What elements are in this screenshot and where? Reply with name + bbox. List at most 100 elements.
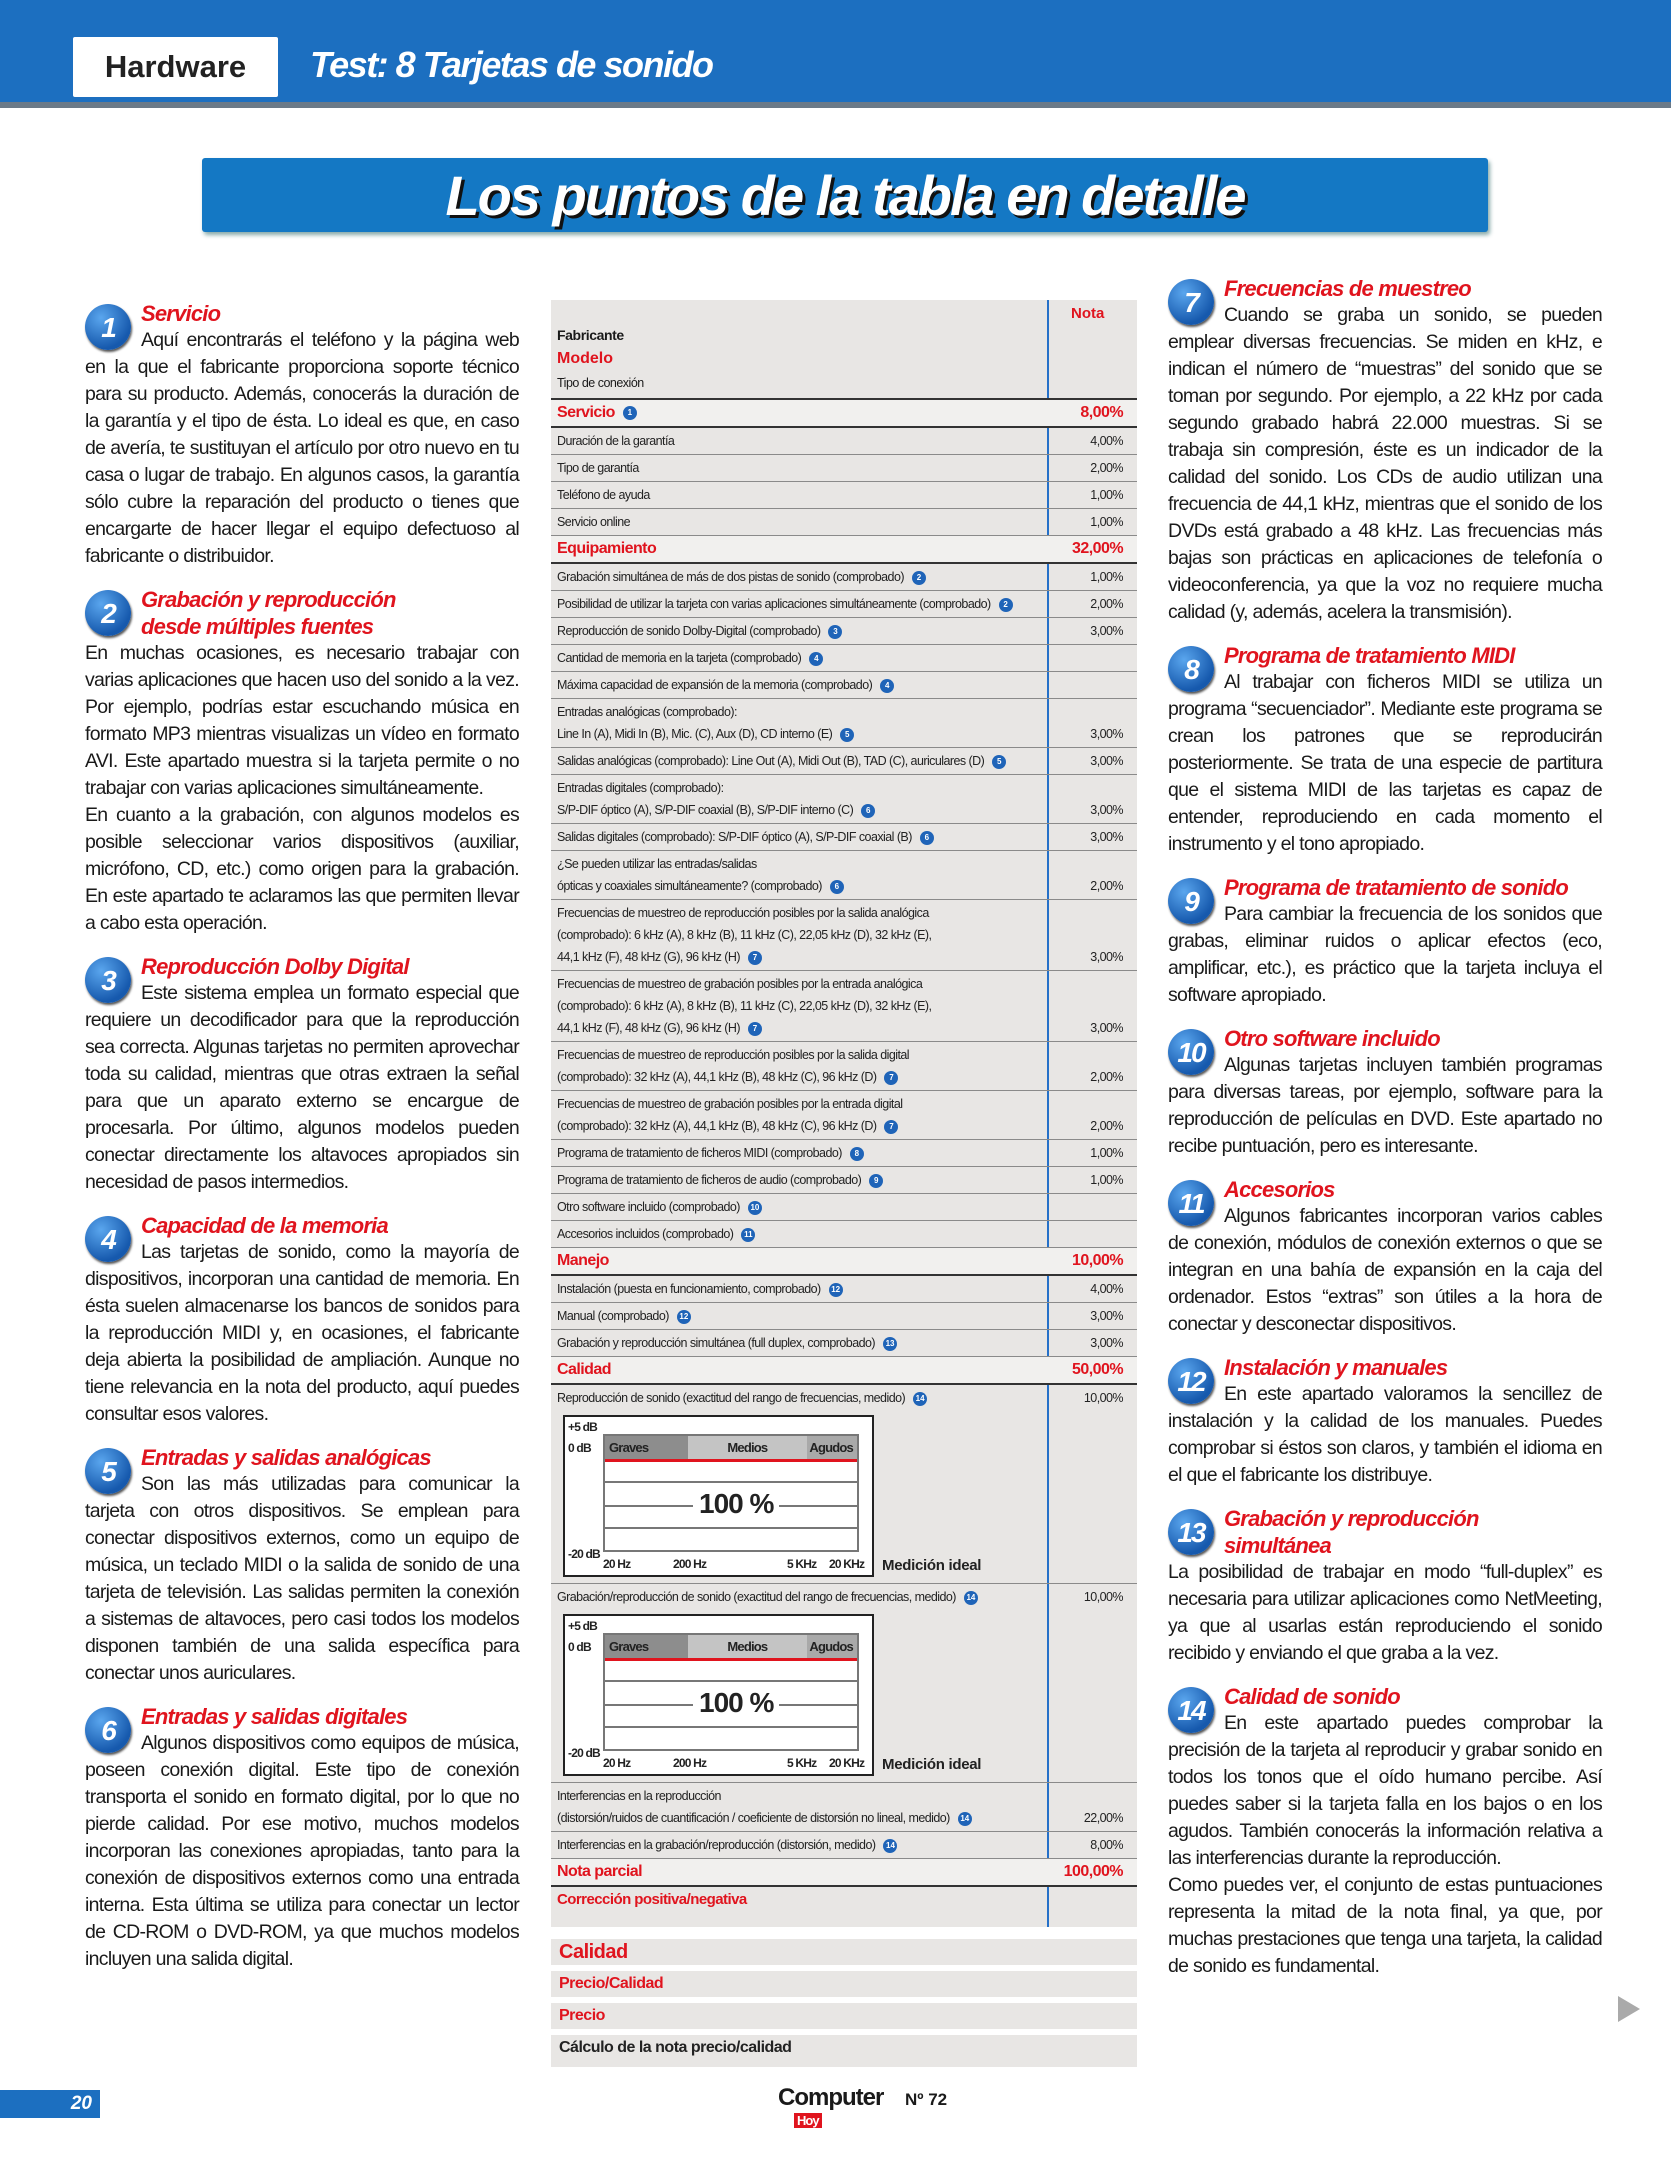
row-label-line: Corrección positiva/negativa [557, 1889, 1041, 1911]
table-row: Reproducción de sonido Dolby-Digital (co… [551, 618, 1137, 645]
x-axis-label: 20 KHz [829, 1557, 865, 1571]
article-section: 10 Otro software incluido Algunas tarjetas… [1168, 1025, 1603, 1160]
reference-badge-icon: 3 [828, 624, 843, 639]
row-value: 3,00% [1090, 624, 1123, 638]
band-medios: Medios [688, 1635, 807, 1658]
table-section-row: Calidad 50,00% [551, 1357, 1137, 1385]
row-value: 2,00% [1090, 879, 1123, 893]
table-row: Entradas digitales (comprobado): S/P-DIF … [551, 775, 1137, 824]
number-badge-icon: 2 [85, 590, 131, 636]
number-badge-icon: 14 [1168, 1687, 1214, 1733]
table-row: Salidas digitales (comprobado): S/P-DIF … [551, 824, 1137, 851]
number-badge-icon: 11 [1168, 1180, 1214, 1226]
row-label-text: Equipamiento [557, 540, 657, 557]
number-badge-icon: 13 [1168, 1509, 1214, 1555]
summary-row: Precio/Calidad [551, 1971, 1137, 1997]
row-value: 3,00% [1090, 803, 1123, 817]
row-label-text: Otro software incluido (comprobado) [557, 1200, 740, 1214]
article-section: 7 Frecuencias de muestreo Cuando se graba … [1168, 275, 1603, 626]
row-label-line: Programa de tratamiento de ficheros de a… [557, 1169, 1041, 1191]
row-label-line: Reproducción de sonido Dolby-Digital (co… [557, 620, 1041, 642]
fabricante-label: Fabricante [557, 327, 624, 343]
row-value [1047, 667, 1137, 671]
section-heading: desde múltiples fuentes [141, 614, 374, 639]
summary-row: Cálculo de la nota precio/calidad [551, 2035, 1137, 2061]
row-label-line: Cantidad de memoria en la tarjeta (compr… [557, 647, 1041, 669]
next-page-arrow-icon[interactable] [1618, 1996, 1640, 2022]
row-label: Frecuencias de muestreo de reproducción … [551, 900, 1047, 970]
page-banner: Los puntos de la tabla en detalle [202, 158, 1488, 232]
row-label: Otro software incluido (comprobado) 10 [551, 1194, 1047, 1220]
row-label: Entradas analógicas (comprobado): Line In… [551, 699, 1047, 747]
row-label-line: Salidas analógicas (comprobado): Line Ou… [557, 750, 1041, 772]
scoring-table: Fabricante Modelo Tipo de conexión Nota … [551, 300, 1137, 2067]
logo-text: Computer [778, 2084, 884, 2111]
reference-badge-icon: 10 [747, 1200, 762, 1215]
section-body: Las tarjetas de sonido, como la mayoría … [85, 1241, 520, 1425]
table-section-row: Equipamiento 32,00% [551, 536, 1137, 564]
table-body: Servicio 1 8,00% Duración de la garantía 4,0… [551, 400, 1137, 1927]
frequency-chart-block: Graves Medios Agudos 100 % +5 dB 0 dB -20 dB 20… [557, 1608, 1041, 1780]
reference-badge-icon: 7 [748, 950, 763, 965]
logo-sub: Hoy [794, 2113, 822, 2128]
reference-badge-icon: 5 [840, 727, 855, 742]
row-value: 8,00% [1080, 404, 1123, 421]
row-label-text: S/P-DIF óptico (A), S/P-DIF coaxial (B),… [557, 803, 854, 817]
row-label-line: Servicio 1 [557, 402, 1041, 424]
band-agudos: Agudos [806, 1436, 857, 1459]
number-badge-icon: 1 [85, 304, 131, 350]
row-value: 32,00% [1072, 540, 1124, 557]
row-value: 2,00% [1090, 461, 1123, 475]
row-label-line: ópticas y coaxiales simultáneamente? (co… [557, 875, 1041, 897]
row-label: Nota parcial [551, 1859, 1047, 1885]
row-label-line: Manejo [557, 1250, 1041, 1272]
number-badge-icon: 10 [1168, 1029, 1214, 1075]
section-heading: Grabación y reproducción [1224, 1506, 1479, 1531]
row-label: Manejo [551, 1248, 1047, 1274]
row-label-text: Teléfono de ayuda [557, 488, 650, 502]
table-row: Interferencias en la grabación/reproducc… [551, 1832, 1137, 1859]
row-label-text: Salidas digitales (comprobado): S/P-DIF … [557, 830, 912, 844]
reference-badge-icon: 7 [884, 1119, 899, 1134]
table-row: Salidas analógicas (comprobado): Line Ou… [551, 748, 1137, 775]
row-label-line: Instalación (puesta en funcionamiento, c… [557, 1278, 1041, 1300]
row-label: Reproducción de sonido Dolby-Digital (co… [551, 618, 1047, 644]
section-heading: Otro software incluido [1224, 1026, 1441, 1051]
row-label-line: S/P-DIF óptico (A), S/P-DIF coaxial (B),… [557, 799, 1041, 821]
reference-badge-icon: 12 [676, 1309, 691, 1324]
row-value: 2,00% [1090, 1070, 1123, 1084]
row-label-line: Reproducción de sonido (exactitud del ra… [557, 1387, 1041, 1409]
row-label-line: (comprobado): 6 kHz (A), 8 kHz (B), 11 k… [557, 999, 932, 1013]
table-row: Manual (comprobado) 12 3,00% [551, 1303, 1137, 1330]
frequency-bands: Graves Medios Agudos [605, 1436, 857, 1462]
number-badge-icon: 7 [1168, 279, 1214, 325]
section-heading: Programa de tratamiento de sonido [1224, 875, 1569, 900]
row-label-line: Entradas analógicas (comprobado): [557, 705, 737, 719]
article-section: 6 Entradas y salidas digitales Algunos dis… [85, 1703, 520, 1973]
section-body: Algunos fabricantes incorporan varios ca… [1168, 1205, 1603, 1335]
row-label-text: Calidad [557, 1361, 612, 1378]
number-badge-icon: 9 [1168, 878, 1214, 924]
row-value: 3,00% [1090, 830, 1123, 844]
section-label: Hardware [73, 37, 278, 97]
table-section-row: Servicio 1 8,00% [551, 400, 1137, 428]
row-value: 2,00% [1090, 597, 1123, 611]
reference-badge-icon: 5 [992, 754, 1007, 769]
row-label-text: Máxima capacidad de expansión de la memo… [557, 678, 873, 692]
issue-number: Nº 72 [905, 2090, 948, 2109]
row-label: Teléfono de ayuda [551, 482, 1047, 508]
row-label-line: Servicio online [557, 511, 1041, 533]
article-section: 2 Grabación y reproducción desde múltiples… [85, 586, 520, 937]
y-axis-label: -20 dB [568, 1746, 601, 1760]
row-label-text: Accesorios incluidos (comprobado) [557, 1227, 734, 1241]
reference-badge-icon: 6 [829, 879, 844, 894]
y-axis-label: -20 dB [568, 1547, 601, 1561]
row-label: Instalación (puesta en funcionamiento, c… [551, 1276, 1047, 1302]
row-label-line: Nota parcial [557, 1861, 1041, 1883]
row-label: Reproducción de sonido (exactitud del ra… [551, 1385, 1047, 1583]
left-column: 1 Servicio Aquí encontrarás el teléfono y … [85, 300, 520, 1989]
row-label-line: Duración de la garantía [557, 430, 1041, 452]
x-axis-label: 5 KHz [787, 1756, 817, 1770]
y-axis-label: 0 dB [568, 1441, 592, 1455]
x-axis-label: 20 Hz [603, 1756, 631, 1770]
